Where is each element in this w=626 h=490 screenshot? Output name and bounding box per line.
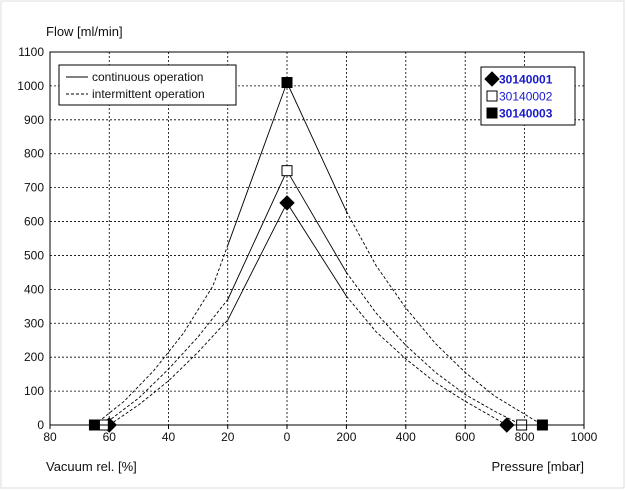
y-tick-label: 600 [24,215,44,229]
legend-label-30140002: 30140002 [499,90,553,104]
legend-marker-30140001 [484,71,500,87]
y-tick-label: 500 [24,248,44,262]
plot-area-frame [49,51,585,426]
y-tick-label: 0 [37,418,44,432]
series-30140001-intermittent-pressure [346,295,508,426]
series-30140001-continuous-pressure [286,202,347,297]
series-lines [94,82,543,426]
series-30140002-intermittent-vacuum [103,299,229,426]
series-30140002-intermittent-pressure [346,272,522,426]
y-tick-label: 200 [24,350,44,364]
series-30140001-continuous-vacuum [227,202,288,321]
line-style-legend: continuous operation intermittent operat… [58,64,237,106]
series-30140003-continuous-pressure [286,82,347,212]
marker-30140002-peak [281,165,293,177]
series-30140003-intermittent-pressure [346,211,543,426]
x-tick-label: 60 [103,430,117,444]
x-tick-label: 20 [221,430,235,444]
x-tick-label: 200 [336,430,356,444]
x-tick-label: 80 [43,430,57,444]
y-tick-label: 1000 [17,79,44,93]
marker-30140001-peak [279,195,295,211]
series-legend-items: 30140001 30140002 30140003 [484,71,553,121]
series-30140003-continuous-vacuum [227,82,288,246]
continuous-legend-label: continuous operation [92,70,203,84]
series-30140002-continuous-pressure [286,170,347,273]
y-tick-label: 800 [24,147,44,161]
x-tick-label: 600 [455,430,475,444]
y-tick-label: 700 [24,181,44,195]
series-30140003-intermittent-vacuum [94,245,229,426]
y-axis-label: Flow [ml/min] [46,24,123,39]
x-axis-label-left: Vacuum rel. [%] [46,459,137,474]
legend-marker-30140003 [486,107,498,119]
legend-marker-30140002 [486,90,498,102]
x-tick-label: 400 [396,430,416,444]
x-tick-label: 800 [515,430,535,444]
y-tick-label: 1100 [18,45,44,59]
legend-label-30140003: 30140003 [499,107,553,121]
y-tick-label: 400 [24,282,44,296]
x-tick-label: 40 [162,430,176,444]
y-tick-label: 900 [24,113,44,127]
intermittent-legend-label: intermittent operation [92,87,205,101]
x-tick-label: 1000 [571,430,598,444]
y-tick-label: 300 [24,316,44,330]
x-axis-label-right: Pressure [mbar] [492,459,584,474]
legend-label-30140001: 30140001 [499,73,553,87]
x-tick-label: 0 [284,430,291,444]
y-tick-label: 100 [24,384,44,398]
marker-30140003-peak [281,77,293,89]
line-style-legend-box [58,64,237,106]
series-legend: 30140001 30140002 30140003 [480,66,576,126]
series-30140002-continuous-vacuum [227,170,288,300]
